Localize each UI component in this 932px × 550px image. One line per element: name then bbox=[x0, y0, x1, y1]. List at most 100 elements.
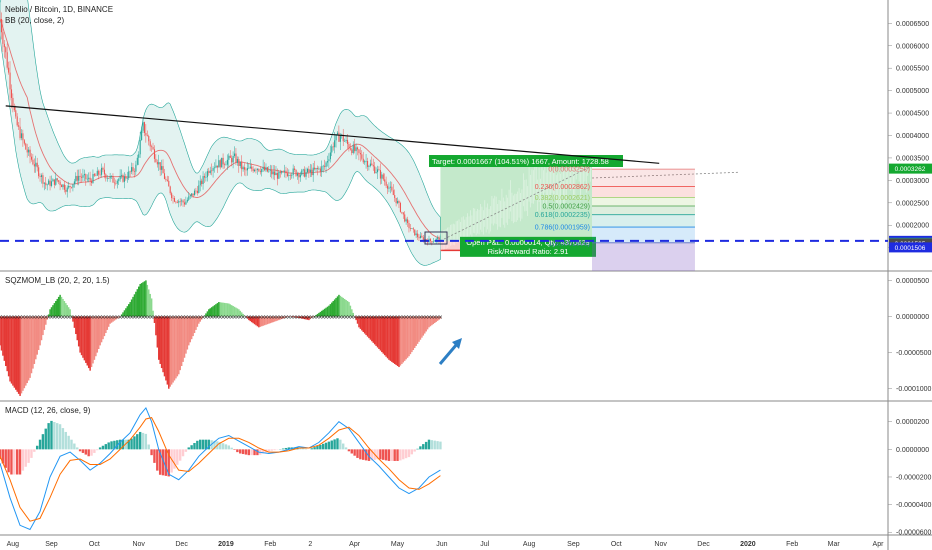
candle-body bbox=[98, 170, 100, 175]
price-pane[interactable]: Target: 0.0001667 (104.51%) 1667, Amount… bbox=[0, 0, 888, 271]
squeeze-dot: × bbox=[227, 315, 231, 322]
momentum-bar bbox=[222, 302, 224, 317]
macd-histogram-bar bbox=[379, 449, 382, 460]
candle-body bbox=[109, 176, 111, 179]
momentum-bar bbox=[311, 316, 313, 319]
momentum-bar bbox=[305, 316, 307, 320]
macd-histogram-bar bbox=[250, 449, 253, 456]
macd-histogram-bar bbox=[367, 449, 371, 461]
macd-pane[interactable] bbox=[0, 406, 442, 531]
candle-body bbox=[232, 156, 234, 163]
squeeze-dot: × bbox=[75, 315, 79, 322]
consolidation-box[interactable] bbox=[424, 231, 448, 245]
candle-body bbox=[244, 167, 246, 170]
candle-body bbox=[238, 159, 240, 166]
momentum-bar bbox=[252, 316, 254, 324]
momentum-bar bbox=[156, 316, 159, 348]
momentum-bar bbox=[246, 316, 249, 319]
y-tick-label: 0.0003500 bbox=[896, 155, 929, 162]
candle-body bbox=[268, 170, 270, 172]
momentum-bar bbox=[190, 316, 193, 340]
squeeze-dot: × bbox=[438, 315, 442, 322]
squeeze-dot: × bbox=[72, 315, 76, 322]
target-label: Target: 0.0001667 (104.51%) 1667, Amount… bbox=[432, 157, 609, 166]
candle-body bbox=[42, 175, 44, 184]
squeeze-dot: × bbox=[387, 315, 391, 322]
macd-histogram-bar bbox=[76, 447, 79, 450]
squeeze-dot: × bbox=[241, 315, 245, 322]
open-pnl-label: Open P&L: 0.0000014, Qty: 4370629 bbox=[466, 238, 589, 247]
momentum-bar bbox=[405, 316, 407, 360]
momentum-bar bbox=[143, 281, 146, 317]
candle-body bbox=[435, 238, 437, 241]
momentum-bar bbox=[85, 316, 87, 363]
squeeze-dot: × bbox=[190, 315, 194, 322]
candle-body bbox=[148, 136, 150, 142]
candle-body bbox=[53, 179, 55, 185]
momentum-bar bbox=[37, 316, 40, 351]
candle-body bbox=[378, 169, 380, 171]
momentum-bar bbox=[212, 306, 214, 317]
candle-body bbox=[161, 166, 163, 170]
momentum-bar bbox=[258, 316, 260, 328]
momentum-bar bbox=[57, 296, 60, 317]
squeeze-dot: × bbox=[270, 315, 274, 322]
candle-body bbox=[126, 178, 128, 179]
momentum-bar bbox=[127, 304, 130, 317]
momentum-bar bbox=[200, 316, 203, 320]
momentum-bar bbox=[67, 307, 70, 317]
squeeze-dot: × bbox=[395, 315, 399, 322]
macd-histogram-bar bbox=[247, 449, 251, 456]
macd-histogram-bar bbox=[287, 447, 291, 450]
candle-body bbox=[429, 238, 432, 242]
candle-body bbox=[83, 174, 85, 176]
momentum-bar bbox=[256, 316, 259, 327]
macd-histogram-bar bbox=[30, 449, 33, 458]
candle-body bbox=[411, 228, 413, 229]
fibonacci-retracement[interactable]: 0(0.0003250) 0.236(0.0002862) 0.382(0.0002… bbox=[535, 167, 695, 271]
candle-body bbox=[292, 168, 294, 175]
candle-body bbox=[251, 166, 253, 169]
x-tick-label: Sep bbox=[45, 541, 58, 548]
momentum-bar bbox=[250, 316, 253, 323]
fib-zone bbox=[592, 197, 695, 206]
candle-body bbox=[40, 175, 43, 177]
candle-body bbox=[105, 174, 107, 179]
squeeze-dot: × bbox=[195, 315, 199, 322]
momentum-bar bbox=[223, 302, 226, 317]
momentum-bar bbox=[285, 316, 287, 318]
momentum-bar bbox=[226, 303, 229, 317]
candle-body bbox=[252, 168, 254, 172]
macd-histogram-bar bbox=[204, 439, 208, 450]
candle-body bbox=[169, 186, 171, 194]
macd-histogram-bar bbox=[384, 449, 388, 461]
fib-zone bbox=[592, 242, 695, 271]
candle-body bbox=[181, 200, 183, 202]
momentum-bar bbox=[206, 311, 209, 317]
squeeze-dot: × bbox=[404, 315, 408, 322]
momentum-bar bbox=[186, 316, 189, 350]
momentum-bar bbox=[416, 316, 419, 344]
momentum-bar bbox=[158, 316, 160, 360]
candle-body bbox=[151, 146, 153, 148]
candle-body bbox=[129, 171, 131, 173]
macd-histogram-bar bbox=[158, 449, 162, 475]
candle-body bbox=[89, 177, 91, 181]
squeeze-dot: × bbox=[293, 315, 297, 322]
squeeze-dot: × bbox=[21, 315, 25, 322]
squeeze-momentum-pane[interactable]: × × × × × × × × × × × × × × × × × × × × × × × × × × × × × × × × × × × × × × × ×… bbox=[0, 280, 462, 396]
squeeze-dot: × bbox=[89, 315, 93, 322]
candle-body bbox=[254, 169, 256, 172]
moving-average-line bbox=[0, 18, 441, 239]
candle-body bbox=[324, 165, 326, 167]
long-position-tool[interactable]: Target: 0.0001667 (104.51%) 1667, Amount… bbox=[429, 123, 738, 257]
momentum-bar bbox=[27, 316, 30, 381]
macd-histogram-bar bbox=[281, 448, 285, 450]
price-axis-tags: 0.00032620.00016520.00016090.00015950.00… bbox=[889, 163, 932, 253]
macd-histogram-bar bbox=[181, 449, 185, 457]
trendline[interactable] bbox=[5, 105, 660, 164]
momentum-bar bbox=[421, 316, 423, 338]
risk-reward-label: Risk/Reward Ratio: 2.91 bbox=[488, 247, 569, 256]
up-arrow-icon bbox=[438, 338, 462, 365]
